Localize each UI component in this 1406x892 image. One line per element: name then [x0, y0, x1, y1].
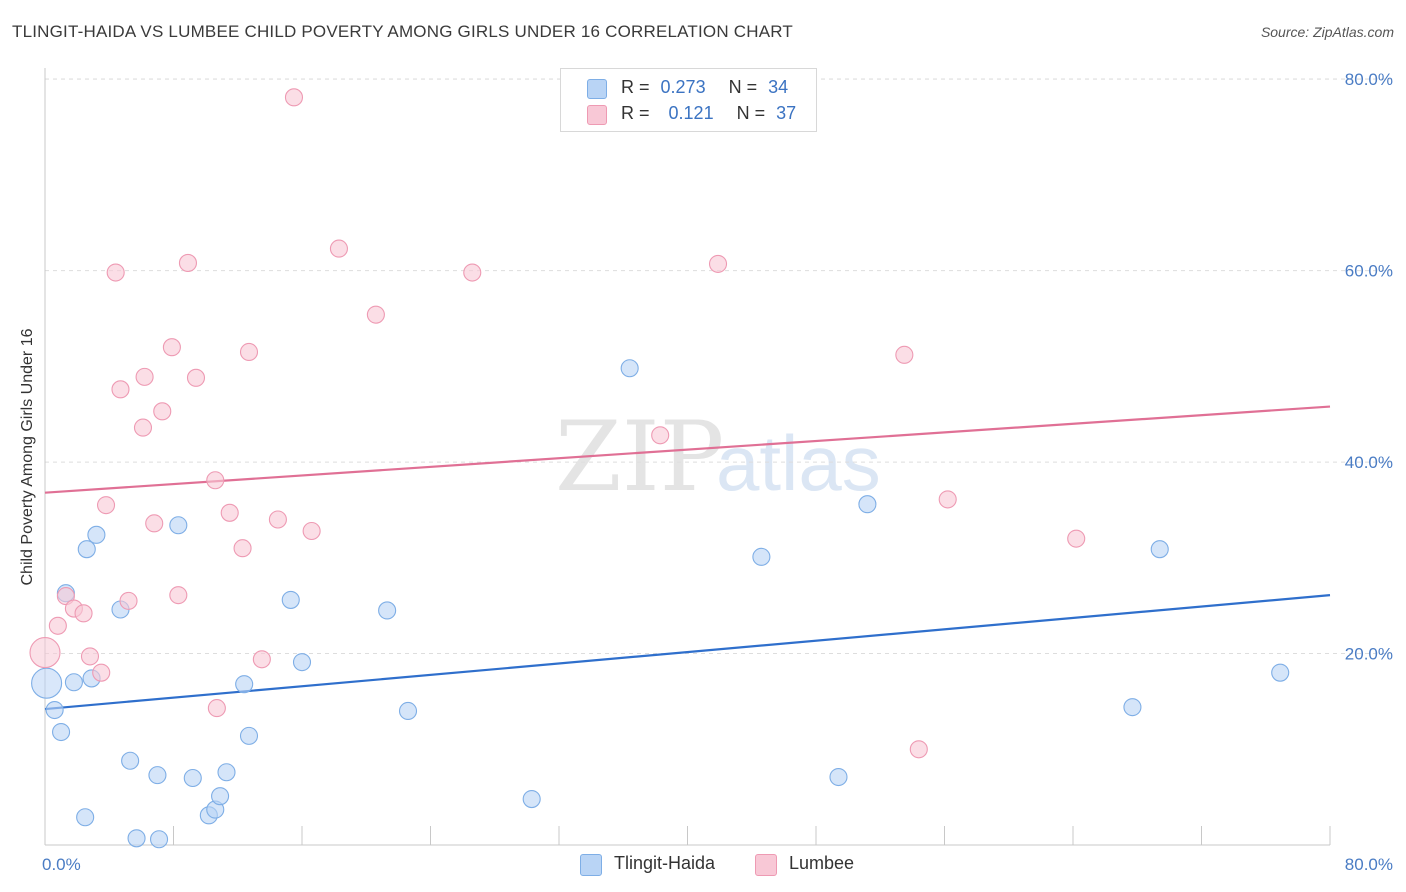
lumbee-point: [938, 490, 957, 509]
lumbee-point: [162, 338, 181, 357]
tlingit-haida-point: [52, 722, 71, 742]
lumbee-point: [220, 503, 239, 522]
lumbee-point: [135, 367, 154, 386]
y-tick-labels: 20.0% 40.0% 60.0% 80.0%: [1345, 70, 1393, 663]
lumbee-point: [153, 402, 172, 421]
n-value: 37: [776, 103, 797, 123]
tlingit-haida-point: [76, 808, 95, 827]
lumbee-point: [96, 496, 116, 515]
tlingit-haida-point: [64, 673, 83, 692]
trend-line-tlingit-haida: [44, 594, 1331, 711]
tlingit-haida-point: [127, 829, 146, 848]
r-label: R =: [621, 77, 650, 97]
lumbee-point: [169, 586, 188, 605]
lumbee-point: [366, 305, 385, 324]
x-tick-label-min: 0.0%: [42, 855, 81, 874]
trend-line-lumbee: [44, 405, 1331, 494]
y-tick-label: 60.0%: [1345, 262, 1393, 281]
tlingit-haida-point: [829, 767, 848, 787]
source-credit: Source: ZipAtlas.com: [1260, 24, 1394, 40]
lumbee-point: [48, 616, 67, 635]
x-tick-labels: 0.0% 80.0%: [42, 855, 1393, 874]
tlingit-haida-point: [239, 726, 259, 745]
tlingit-haida-point: [292, 653, 312, 672]
r-value: 0.121: [668, 103, 714, 123]
lumbee-point: [206, 471, 225, 490]
lumbee-point: [119, 591, 138, 610]
tlingit-haida-point: [87, 525, 106, 544]
tlingit-haida-point: [620, 359, 639, 378]
chart-title: TLINGIT-HAIDA VS LUMBEE CHILD POVERTY AM…: [12, 22, 793, 41]
lumbee-point: [106, 263, 125, 282]
lumbee-point: [92, 663, 111, 682]
lumbee-point: [268, 510, 287, 529]
lumbee-swatch: [587, 105, 607, 125]
y-tick-label: 40.0%: [1345, 453, 1393, 472]
r-label: R =: [621, 103, 650, 123]
tlingit-haida-point: [378, 601, 397, 620]
n-label: N =: [728, 77, 758, 97]
lumbee-point: [463, 263, 482, 282]
watermark-atlas: atlas: [716, 419, 881, 507]
tlingit-haida-point: [398, 701, 418, 721]
tlingit-haida-point: [183, 768, 202, 788]
lumbee-point: [895, 345, 914, 364]
lumbee-point: [239, 342, 259, 362]
watermark: ZIP atlas: [555, 401, 881, 513]
tlingit-haida-point: [1150, 540, 1169, 559]
tlingit-haida-point: [235, 675, 254, 694]
trend-lines: [44, 405, 1331, 711]
tlingit-haida-point: [752, 547, 771, 566]
x-tick-label-max: 80.0%: [1345, 855, 1393, 874]
tlingit-haida-point: [522, 789, 541, 809]
lumbee-point: [651, 426, 670, 445]
lumbee-point: [111, 380, 130, 399]
r-value: 0.273: [660, 77, 706, 97]
axes: [44, 68, 1331, 846]
lumbee-swatch: [755, 854, 777, 876]
y-tick-label: 80.0%: [1345, 70, 1393, 89]
legend-label: Tlingit-Haida: [614, 853, 716, 873]
tlingit-haida-point: [281, 590, 300, 609]
n-label: N =: [736, 103, 766, 123]
n-value: 34: [768, 77, 789, 97]
lumbee-point: [329, 239, 348, 258]
tlingit-haida-point: [149, 830, 169, 849]
tlingit-haida-point: [217, 763, 236, 782]
tlingit-haida-point: [148, 766, 167, 785]
lumbee-point: [708, 254, 728, 273]
lumbee-point: [178, 253, 198, 273]
series-legend: Tlingit-Haida Lumbee: [0, 852, 1406, 878]
tlingit-haida-point: [31, 667, 63, 699]
lumbee-point: [252, 650, 271, 669]
lumbee-point: [302, 521, 321, 541]
lumbee-point: [145, 514, 164, 533]
lumbee-point: [207, 699, 226, 718]
lumbee-point: [233, 539, 252, 558]
lumbee-point: [74, 604, 93, 623]
tlingit-haida-point: [1123, 698, 1142, 717]
correlation-legend: R = 0.273 N = 34 R = 0.121 N = 37: [560, 68, 817, 132]
gridlines: [45, 78, 1392, 655]
lumbee-point: [80, 647, 100, 666]
legend-label: Lumbee: [789, 853, 855, 873]
tlingit-haida-point: [211, 787, 230, 806]
tlingit-haida-point: [1271, 663, 1290, 682]
tlingit-haida-point: [858, 495, 877, 514]
lumbee-point: [909, 740, 928, 759]
tlingit-haida-point: [77, 540, 96, 559]
tlingit-haida-point: [169, 516, 188, 535]
lumbee-point: [133, 418, 153, 437]
lumbee-point: [29, 637, 61, 669]
lumbee-point: [284, 88, 304, 107]
lumbee-point: [186, 368, 206, 387]
y-tick-label: 20.0%: [1345, 645, 1393, 664]
tlingit-haida-swatch: [587, 79, 607, 99]
tlingit-haida-swatch: [580, 854, 602, 876]
data-points: [29, 88, 1290, 849]
lumbee-point: [1067, 529, 1086, 548]
tlingit-haida-point: [121, 751, 140, 770]
tlingit-haida-point: [45, 700, 64, 720]
